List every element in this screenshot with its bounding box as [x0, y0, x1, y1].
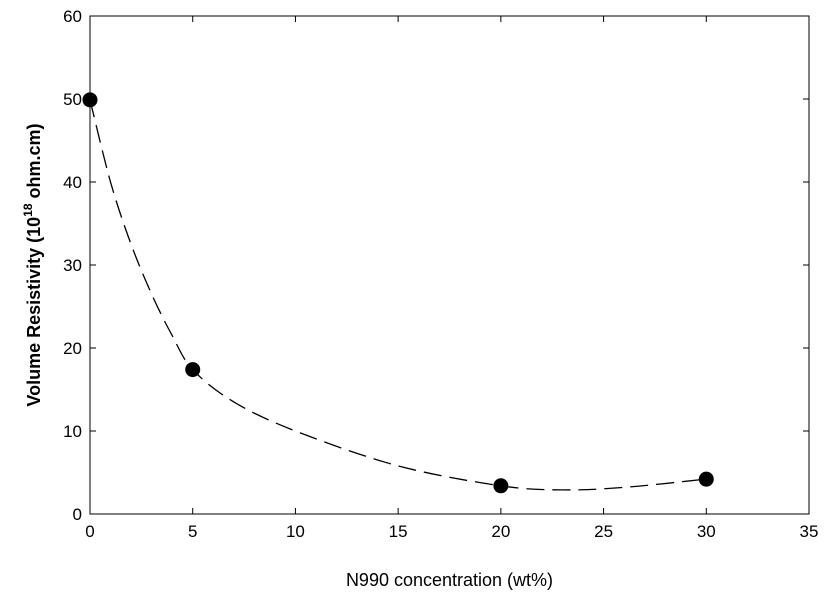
data-point-2: [493, 478, 509, 494]
data-point-1: [185, 362, 201, 378]
y-tick-label-1: 10: [63, 422, 82, 441]
y-tick-label-3: 30: [63, 256, 82, 275]
y-axis-title: Volume Resistivity (1018 ohm.cm): [21, 123, 44, 406]
plot-frame: [89, 15, 810, 515]
x-tick-label-7: 35: [800, 522, 819, 541]
y-tick-label-4: 40: [63, 173, 82, 192]
data-point-0: [82, 92, 98, 108]
x-tick-label-2: 10: [286, 522, 305, 541]
fit-curve-dashed-line: [89, 99, 707, 491]
y-tick-label-2: 20: [63, 339, 82, 358]
y-tick-label-0: 0: [73, 505, 82, 524]
y-axis-title-prefix: Volume Resistivity (10: [24, 217, 44, 407]
x-tick-label-4: 20: [491, 522, 510, 541]
y-axis-title-superscript: 18: [21, 203, 35, 217]
tick-labels: 0 5 10 15 20 25 30 35 0 10 20 30 40 50 60: [63, 7, 818, 541]
x-tick-label-5: 25: [594, 522, 613, 541]
data-point-3: [698, 471, 714, 487]
y-axis-title-suffix: ohm.cm): [24, 123, 44, 203]
y-tick-label-5: 50: [63, 90, 82, 109]
x-axis-title: N990 concentration (wt%): [346, 570, 553, 590]
axis-ticks: [89, 15, 810, 515]
x-tick-label-0: 0: [85, 522, 94, 541]
y-tick-label-6: 60: [63, 7, 82, 26]
data-points: [82, 92, 714, 494]
x-tick-label-6: 30: [697, 522, 716, 541]
x-tick-label-3: 15: [389, 522, 408, 541]
x-tick-label-1: 5: [188, 522, 197, 541]
